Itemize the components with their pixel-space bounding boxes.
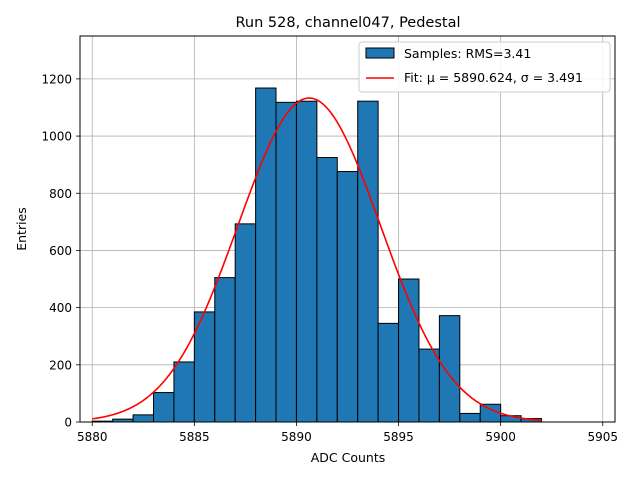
- histogram-bar: [459, 412, 481, 423]
- legend-histogram-label: Samples: RMS=3.41: [404, 46, 531, 61]
- chart-title: Run 528, channel047, Pedestal: [235, 15, 460, 31]
- legend-fit-label: Fit: μ = 5890.624, σ = 3.491: [404, 70, 583, 85]
- fit-curve-group: [92, 97, 542, 422]
- histogram-bar: [295, 100, 318, 423]
- y-tick-label: 1000: [41, 130, 72, 144]
- y-tick-label: 800: [49, 187, 72, 201]
- histogram-bar: [132, 414, 155, 423]
- histogram-bar: [479, 403, 502, 423]
- plot-frame: [79, 35, 616, 423]
- y-tick-label: 0: [64, 416, 72, 430]
- histogram-bar: [336, 171, 359, 423]
- x-tick-label: 5890: [281, 430, 312, 444]
- histogram-bar: [153, 392, 175, 423]
- y-tick-label: 400: [49, 301, 72, 315]
- legend-histogram-swatch: [365, 47, 395, 59]
- y-tick-label: 200: [49, 358, 72, 372]
- histogram-bar: [418, 348, 440, 423]
- histogram-bar: [173, 361, 195, 423]
- y-tick-label: 600: [49, 244, 72, 258]
- legend-box: [358, 41, 611, 93]
- x-axis-ticks: 5880 5885 5890 5895 5900 5905: [77, 422, 618, 444]
- histogram-bar: [438, 315, 461, 423]
- y-axis-ticks: 0 200 400 600 800 1000 1200: [41, 72, 80, 430]
- y-tick-label: 1200: [41, 72, 72, 86]
- x-tick-label: 5895: [383, 430, 414, 444]
- histogram-bar: [377, 322, 400, 423]
- histogram-bar: [214, 277, 236, 423]
- x-axis-label: ADC Counts: [311, 450, 386, 465]
- y-axis-label: Entries: [14, 207, 29, 251]
- histogram-bar: [316, 157, 338, 423]
- legend: Samples: RMS=3.41 Fit: μ = 5890.624, σ =…: [358, 41, 611, 93]
- x-tick-label: 5900: [485, 430, 516, 444]
- x-tick-label: 5885: [179, 430, 210, 444]
- x-tick-label: 5905: [587, 430, 618, 444]
- histogram-bar: [234, 223, 257, 423]
- x-tick-label: 5880: [77, 430, 108, 444]
- fit-curve: [92, 97, 542, 422]
- histogram-bar: [357, 100, 379, 423]
- histogram-bar: [275, 101, 297, 423]
